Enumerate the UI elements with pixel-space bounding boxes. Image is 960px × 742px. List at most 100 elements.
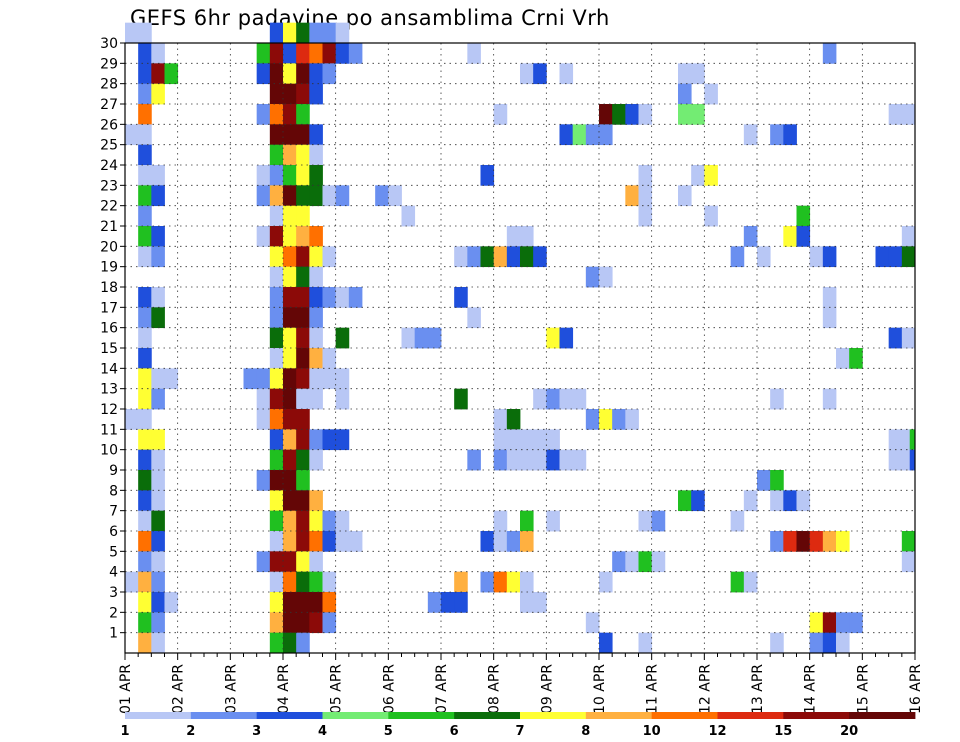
heat-cell xyxy=(559,63,574,85)
heat-cell xyxy=(651,551,666,573)
heat-cell xyxy=(256,226,271,247)
colorbar-swatch xyxy=(125,712,192,719)
heat-cell xyxy=(506,531,521,552)
heat-cell xyxy=(269,144,284,166)
heat-cell xyxy=(678,83,692,105)
heat-cell xyxy=(269,246,284,268)
heat-cell xyxy=(888,449,903,471)
heat-cell xyxy=(335,388,350,410)
heat-cell xyxy=(822,531,837,552)
heat-cell xyxy=(296,185,310,207)
heat-cell xyxy=(138,531,152,552)
heat-cell xyxy=(138,429,152,451)
y-tick-label: 17 xyxy=(100,300,118,316)
heat-cell xyxy=(269,226,284,247)
heat-cell xyxy=(585,409,600,430)
heat-cell xyxy=(506,246,521,268)
heat-cell xyxy=(296,144,310,166)
heat-cell xyxy=(322,287,337,308)
heat-cell xyxy=(296,449,310,471)
heat-cell xyxy=(309,571,323,593)
heat-cell xyxy=(559,327,574,349)
heat-cell xyxy=(138,490,152,512)
heat-cell xyxy=(348,287,363,308)
heat-cell xyxy=(322,368,337,390)
heat-cell xyxy=(493,510,508,532)
heat-cell xyxy=(638,104,653,125)
heat-cell xyxy=(283,307,297,329)
heat-cell xyxy=(269,83,284,105)
heat-cell xyxy=(138,551,152,573)
heat-cell xyxy=(909,449,916,471)
colorbar-label: 3 xyxy=(252,724,261,739)
heat-cell xyxy=(296,165,310,186)
heat-cell xyxy=(269,104,284,125)
heat-cell xyxy=(335,510,350,532)
heat-cell xyxy=(269,409,284,430)
heat-cell xyxy=(283,592,297,613)
heat-cell xyxy=(322,22,337,44)
heat-cell xyxy=(533,449,547,471)
colorbar-label: 15 xyxy=(774,724,792,739)
heat-cell xyxy=(335,531,350,552)
y-tick-label: 12 xyxy=(100,402,118,418)
heat-cell xyxy=(599,124,613,146)
heat-cell xyxy=(743,571,758,593)
y-tick-label: 16 xyxy=(100,321,118,337)
heat-cell xyxy=(691,490,705,512)
x-tick-label: 01 APR xyxy=(118,664,134,714)
heat-cell xyxy=(138,368,152,390)
heat-cell xyxy=(269,124,284,146)
heat-cell xyxy=(546,449,560,471)
heat-cell xyxy=(427,592,442,613)
heat-cell xyxy=(599,409,613,430)
heat-cell xyxy=(138,388,152,410)
heat-cell xyxy=(730,571,745,593)
heat-cell xyxy=(283,165,297,186)
heat-cell xyxy=(256,470,271,491)
heat-cell xyxy=(493,104,508,125)
heat-cell xyxy=(322,571,337,593)
heat-cell xyxy=(625,409,639,430)
heat-cell xyxy=(901,226,916,247)
heat-cell xyxy=(849,348,863,369)
heat-cell xyxy=(454,388,468,410)
colorbar-swatch xyxy=(651,712,718,719)
heat-cell xyxy=(743,490,758,512)
heat-cell xyxy=(309,266,323,288)
heat-cell xyxy=(520,449,534,471)
y-tick-label: 14 xyxy=(100,361,118,377)
heat-cell xyxy=(309,43,323,64)
heat-cell xyxy=(454,287,468,308)
heat-cell xyxy=(283,388,297,410)
heat-cell xyxy=(638,205,653,227)
heat-cell xyxy=(612,409,626,430)
heat-cell xyxy=(506,226,521,247)
heat-cell xyxy=(770,490,784,512)
heat-cell xyxy=(256,409,271,430)
heat-cell xyxy=(533,592,547,613)
heat-cell xyxy=(151,368,165,390)
heat-cell xyxy=(151,63,165,85)
heat-cell xyxy=(283,327,297,349)
heat-cell xyxy=(585,612,600,634)
heat-cell xyxy=(138,632,152,654)
heat-cell xyxy=(151,632,165,654)
heat-cell xyxy=(888,246,903,268)
heat-cell xyxy=(757,246,771,268)
heat-cell xyxy=(151,226,165,247)
heat-cell xyxy=(309,124,323,146)
heat-cell xyxy=(704,205,718,227)
heat-cell xyxy=(467,307,481,329)
heat-cell xyxy=(506,429,521,451)
y-tick-label: 13 xyxy=(100,382,118,398)
heat-cell xyxy=(283,43,297,64)
colorbar-swatch xyxy=(717,712,784,719)
heat-cell xyxy=(269,632,284,654)
y-tick-label: 5 xyxy=(109,544,118,560)
y-tick-label: 1 xyxy=(109,626,118,642)
heat-cell xyxy=(283,104,297,125)
heat-cell xyxy=(651,510,666,532)
y-axis: 1234567891011121314151617181920212223242… xyxy=(100,36,125,642)
